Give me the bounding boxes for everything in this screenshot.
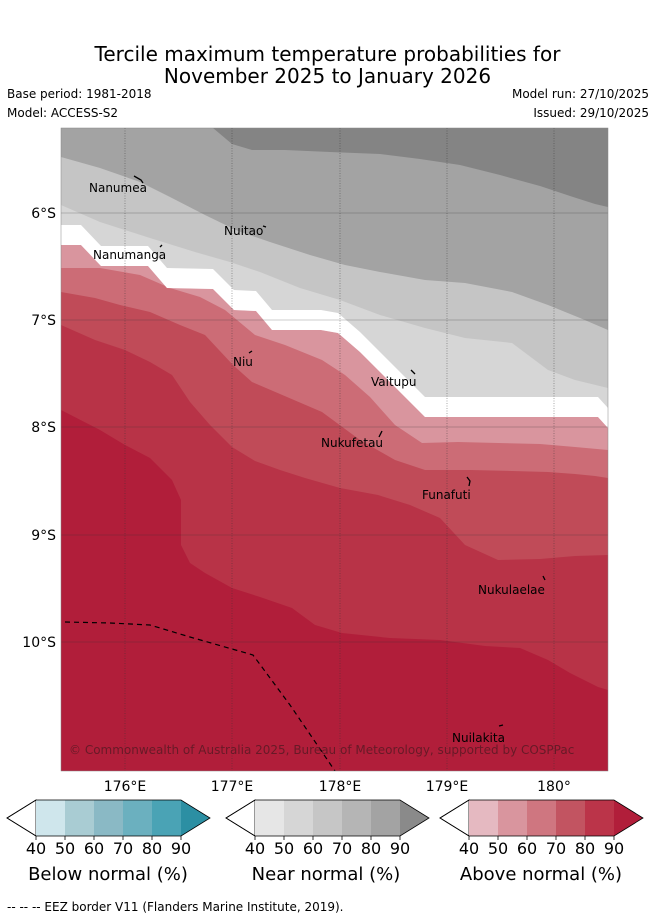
- map-title-line-2: November 2025 to January 2026: [163, 64, 492, 88]
- colorbar-segment: [527, 800, 556, 836]
- copyright-notice: © Commonwealth of Australia 2025, Bureau…: [69, 743, 574, 757]
- map-title-line-1: Tercile maximum temperature probabilitie…: [94, 42, 561, 66]
- colorbar-tick-label: 60: [517, 839, 537, 858]
- colorbar-tick-label: 50: [55, 839, 75, 858]
- colorbar-segment: [65, 800, 94, 836]
- place-label-vaitupu: Vaitupu: [371, 375, 417, 389]
- island-nukufetau-shape: [378, 430, 383, 438]
- place-label-nukufetau: Nukufetau: [321, 436, 383, 450]
- colorbar-tick-label: 40: [459, 839, 479, 858]
- colorbar-tick-label: 40: [245, 839, 265, 858]
- colorbar-segment: [371, 800, 400, 836]
- colorbar-tick-label: 70: [332, 839, 352, 858]
- lat-label-6s: 6°S: [31, 206, 56, 222]
- issued-date: Issued: 29/10/2025: [533, 106, 649, 120]
- model-name: Model: ACCESS-S2: [7, 106, 119, 120]
- island-nanumanga-shape: [159, 244, 163, 248]
- colorbar-tick-label: 80: [361, 839, 381, 858]
- island-nukulaelae-shape: [542, 575, 546, 581]
- lon-label-178e: 178°E: [319, 779, 362, 795]
- place-label-nanumanga: Nanumanga: [93, 248, 166, 262]
- zone-near-60: [61, 128, 608, 330]
- model-run: Model run: 27/10/2025: [511, 87, 649, 101]
- place-label-nuilakita: Nuilakita: [452, 731, 505, 745]
- place-label-nukulaelae: Nukulaelae: [478, 583, 545, 597]
- lon-label-179e: 179°E: [426, 779, 469, 795]
- colorbar-title-above: Above normal (%): [460, 864, 622, 885]
- base-period: Base period: 1981-2018: [7, 87, 152, 101]
- lat-label-7s: 7°S: [31, 313, 56, 329]
- colorbar-segment: [94, 800, 123, 836]
- colorbar-segment: [36, 800, 65, 836]
- zone-near-70: [213, 128, 608, 207]
- colorbar-tick-label: 80: [142, 839, 162, 858]
- colorbar-tick-label: 50: [274, 839, 294, 858]
- colorbar-segment: [123, 800, 152, 836]
- lat-label-8s: 8°S: [31, 420, 56, 436]
- colorbar-title-below: Below normal (%): [28, 864, 188, 885]
- colorbar-tick-label: 70: [113, 839, 133, 858]
- colorbar-extend-high: [181, 800, 210, 836]
- colorbar-tick-label: 60: [303, 839, 323, 858]
- colorbar-segment: [152, 800, 181, 836]
- colorbar-segment: [556, 800, 585, 836]
- colorbar-extend-low: [6, 799, 37, 837]
- place-label-nuitao: Nuitao: [224, 224, 263, 238]
- lon-label-176e: 176°E: [104, 779, 147, 795]
- island-funafuti-shape: [466, 476, 471, 487]
- colorbar-extend-low: [439, 799, 470, 837]
- place-label-nanumea: Nanumea: [89, 181, 147, 195]
- colorbar-below-normal: 40 50 60 70 80 90: [6, 799, 211, 858]
- colorbar-tick-label: 40: [26, 839, 46, 858]
- place-label-niu: Niu: [233, 355, 253, 369]
- island-nuilakita-shape: [498, 724, 504, 727]
- colorbar-extend-low: [225, 799, 256, 837]
- colorbar-extend-high: [400, 800, 429, 836]
- colorbar-tick-label: 90: [171, 839, 191, 858]
- colorbar-extend-high: [614, 800, 643, 836]
- colorbar-tick-label: 60: [84, 839, 104, 858]
- colorbar-segment: [498, 800, 527, 836]
- colorbar-above-normal: 40 50 60 70 80 90: [439, 799, 644, 858]
- colorbar-title-near: Near normal (%): [252, 864, 401, 885]
- colorbar-segment: [255, 800, 284, 836]
- island-nuitao-shape: [262, 225, 267, 228]
- lon-label-177e: 177°E: [211, 779, 254, 795]
- colorbar-segment: [284, 800, 313, 836]
- colorbar-segment: [585, 800, 614, 836]
- island-nanumea-shape: [133, 175, 144, 184]
- colorbar-tick-label: 90: [390, 839, 410, 858]
- colorbar-tick-label: 70: [546, 839, 566, 858]
- eez-border-line: [64, 621, 336, 771]
- colorbar-near-normal: 40 50 60 70 80 90: [225, 799, 430, 858]
- lat-label-10s: 10°S: [22, 635, 56, 651]
- lat-label-9s: 9°S: [31, 528, 56, 544]
- map-frame: [60, 127, 609, 772]
- colorbar-segment: [313, 800, 342, 836]
- island-vaitupu-shape: [410, 369, 416, 375]
- colorbar-tick-label: 50: [488, 839, 508, 858]
- colorbar-segment: [342, 800, 371, 836]
- lon-label-180: 180°: [537, 779, 571, 795]
- island-niu-shape: [248, 350, 253, 354]
- place-label-funafuti: Funafuti: [422, 488, 471, 502]
- colorbar-segment: [469, 800, 498, 836]
- eez-legend-note: -- -- -- EEZ border V11 (Flanders Marine…: [7, 900, 344, 914]
- colorbar-tick-label: 90: [604, 839, 624, 858]
- colorbar-tick-label: 80: [575, 839, 595, 858]
- probability-map: Nanumea Nuitao Nanumanga Niu Vaitupu Nuk…: [22, 127, 609, 772]
- graticule: [61, 128, 608, 771]
- colorbar-legend: 176°E 177°E 178°E 179°E 180° 40 50 60 70 80 9…: [6, 779, 644, 885]
